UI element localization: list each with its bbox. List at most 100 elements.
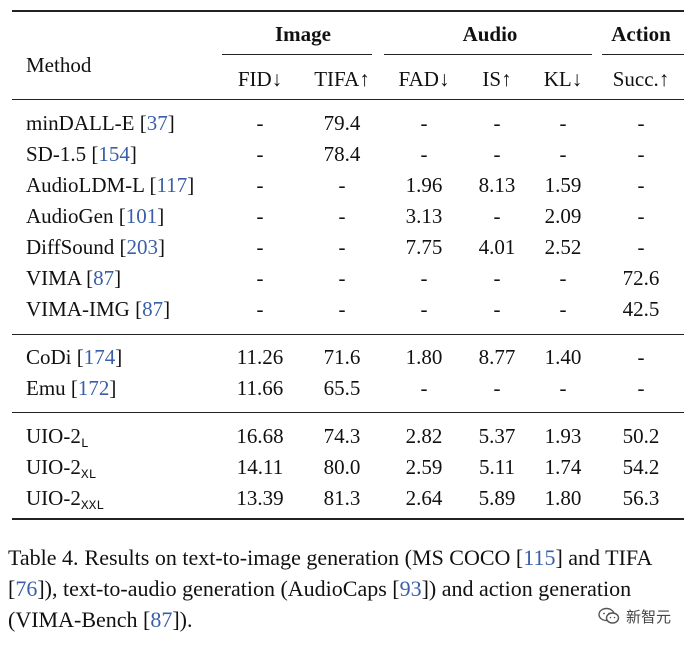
fid-cell: - (256, 204, 264, 228)
fid-header: FID↓ (237, 67, 283, 91)
fid-cell: 16.68 (236, 424, 284, 448)
method-cell: UIO-2XL (26, 455, 96, 483)
bracket-open: [ (144, 173, 157, 197)
is-cell: - (493, 142, 501, 166)
method-header: Method (26, 53, 92, 77)
succ-cell: - (637, 345, 645, 369)
bracket-close: ] (167, 111, 175, 135)
kl-cell: - (559, 142, 567, 166)
is-cell: - (493, 297, 501, 321)
method-subscript: XL (80, 467, 97, 482)
tifa-cell: 80.0 (323, 455, 361, 479)
is-cell: 5.37 (478, 424, 516, 448)
kl-cell: 1.80 (544, 486, 582, 510)
caption-text-5: ]). (172, 607, 193, 632)
caption-text-4: ]) and action generation (VIMA-Bench [ (8, 576, 632, 632)
citation-link[interactable]: 37 (146, 111, 168, 135)
tifa-cell: - (338, 266, 346, 290)
succ-cell: 56.3 (622, 486, 660, 510)
tifa-cell: 78.4 (323, 142, 361, 166)
bracket-open: [ (134, 111, 147, 135)
citation-link[interactable]: 172 (77, 376, 110, 400)
method-name: Emu (26, 376, 66, 400)
bracket-open: [ (65, 376, 78, 400)
is-cell: - (493, 111, 501, 135)
kl-cell: 2.52 (544, 235, 582, 259)
method-cell: VIMA [87] (26, 266, 121, 290)
succ-header: Succ.↑ (612, 67, 670, 91)
kl-cell: 1.74 (544, 455, 582, 479)
fad-cell: 3.13 (405, 204, 443, 228)
method-name: AudioLDM-L (26, 173, 145, 197)
header-rule (12, 99, 684, 100)
method-name: SD-1.5 (26, 142, 87, 166)
fid-cell: - (256, 111, 264, 135)
method-name: UIO-2 (26, 424, 81, 448)
fad-cell: - (420, 297, 428, 321)
bracket-close: ] (114, 266, 122, 290)
kl-cell: 1.93 (544, 424, 582, 448)
citation-link[interactable]: 174 (83, 345, 116, 369)
method-cell: AudioGen [101] (26, 204, 164, 228)
fid-cell: 13.39 (236, 486, 284, 510)
tifa-cell: - (338, 235, 346, 259)
method-name: VIMA (26, 266, 81, 290)
caption-ref-4[interactable]: 87 (150, 607, 173, 632)
is-cell: 5.89 (478, 486, 516, 510)
fad-cell: 7.75 (405, 235, 443, 259)
bracket-close: ] (158, 235, 166, 259)
kl-cell: - (559, 376, 567, 400)
fad-cell: 2.82 (405, 424, 443, 448)
method-cell: minDALL-E [37] (26, 111, 175, 135)
tifa-cell: 65.5 (323, 376, 361, 400)
caption-ref-3[interactable]: 93 (399, 576, 422, 601)
method-cell: VIMA-IMG [87] (26, 297, 170, 321)
succ-cell: - (637, 173, 645, 197)
bracket-close: ] (163, 297, 171, 321)
is-cell: 8.13 (478, 173, 516, 197)
bracket-open: [ (129, 297, 143, 321)
kl-cell: - (559, 297, 567, 321)
audio-group-rule (384, 54, 592, 55)
fad-cell: 2.64 (405, 486, 443, 510)
tifa-cell: 81.3 (323, 486, 361, 510)
method-name: minDALL-E (26, 111, 135, 135)
caption-ref-2[interactable]: 76 (15, 576, 38, 601)
citation-link[interactable]: 87 (142, 297, 164, 321)
caption-text-3: ]), text-to-audio generation (AudioCaps … (37, 576, 400, 601)
citation-link[interactable]: 154 (98, 142, 130, 166)
kl-cell: 2.09 (544, 204, 582, 228)
method-subscript: XXL (80, 498, 105, 513)
citation-link[interactable]: 87 (93, 266, 115, 290)
method-cell: DiffSound [203] (26, 235, 165, 259)
bracket-open: [ (80, 266, 94, 290)
succ-cell: 72.6 (622, 266, 660, 290)
is-cell: 5.11 (479, 455, 515, 479)
method-cell: AudioLDM-L [117] (26, 173, 194, 197)
fad-cell: - (420, 376, 428, 400)
bracket-open: [ (114, 235, 127, 259)
citation-link[interactable]: 117 (156, 173, 188, 197)
method-name: UIO-2 (26, 455, 81, 479)
fid-cell: - (256, 297, 264, 321)
bracket-close: ] (187, 173, 195, 197)
kl-cell: 1.40 (544, 345, 582, 369)
succ-cell: - (637, 235, 645, 259)
method-cell: SD-1.5 [154] (26, 142, 137, 166)
image-group-header: Image (275, 22, 331, 46)
method-name: UIO-2 (26, 486, 81, 510)
caption-ref-1[interactable]: 115 (523, 545, 556, 570)
fad-cell: 1.80 (405, 345, 443, 369)
fid-cell: - (256, 266, 264, 290)
citation-link[interactable]: 101 (125, 204, 158, 228)
image-group-rule (222, 54, 372, 55)
fid-cell: 11.66 (236, 376, 284, 400)
citation-link[interactable]: 203 (126, 235, 159, 259)
action-group-header: Action (611, 22, 671, 46)
section-rule-2 (12, 412, 684, 413)
section-rule-1 (12, 334, 684, 335)
fad-cell: - (420, 142, 428, 166)
fad-cell: - (420, 266, 428, 290)
fid-cell: - (256, 142, 264, 166)
succ-cell: - (637, 204, 645, 228)
